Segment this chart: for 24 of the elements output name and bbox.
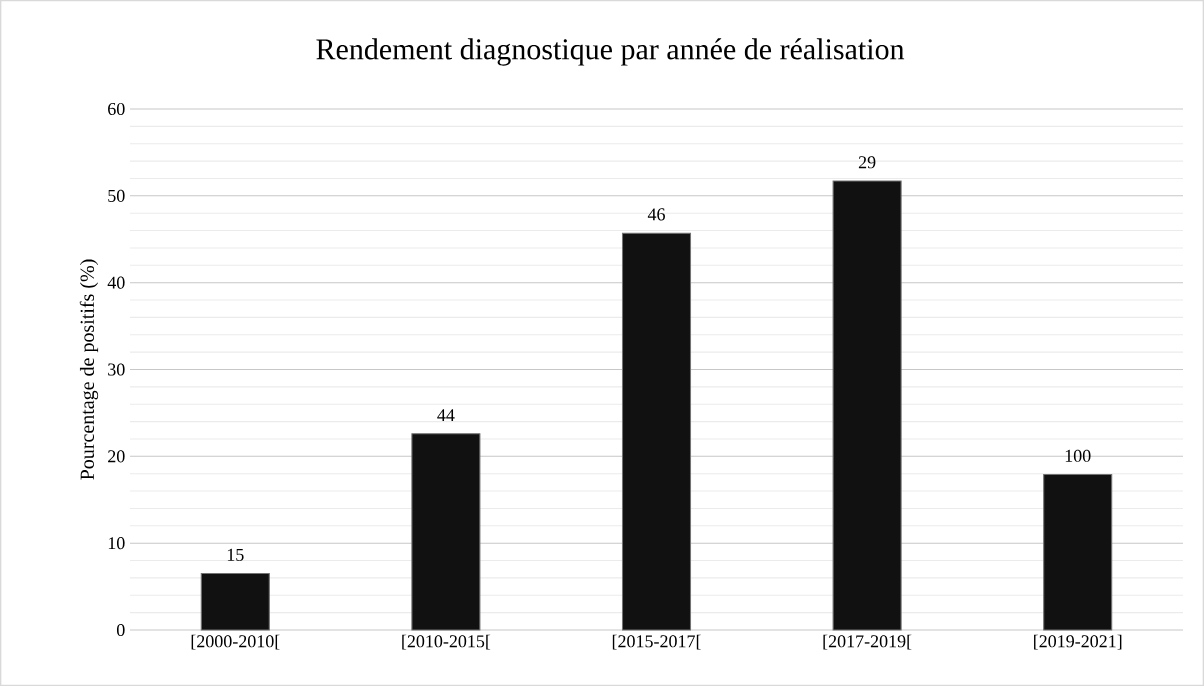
- x-tick-label: [2010-2015[: [402, 634, 491, 650]
- annotation: 46: [647, 208, 665, 221]
- y-tick-label: 10: [108, 537, 125, 550]
- bar: [832, 180, 902, 631]
- annotation: 15: [227, 548, 244, 561]
- y-tick-label: 0: [116, 623, 125, 637]
- y-tick-label: 20: [108, 450, 125, 463]
- annotation: 44: [437, 409, 455, 422]
- y-tick-label: 60: [108, 102, 125, 116]
- bar: [200, 573, 270, 631]
- annotation: 29: [858, 156, 876, 169]
- chart-title: Rendement diagnostique par année de réalisation: [316, 38, 905, 66]
- y-tick-label: 40: [107, 276, 125, 289]
- annotation: 100: [1065, 449, 1091, 462]
- bar: [411, 433, 481, 631]
- y-tick-label: 30: [108, 363, 125, 376]
- bar: [621, 232, 692, 631]
- x-tick-label: [2017-2019[: [823, 634, 912, 650]
- x-tick-label: [2015-2017[: [612, 634, 701, 650]
- x-tick-label: [2000-2010[: [191, 634, 280, 650]
- y-tick-label: 50: [108, 189, 125, 202]
- bar: [1043, 474, 1113, 631]
- y-axis-title: Pourcentage de positifs (%): [79, 259, 99, 480]
- x-tick-label: [2019-2021]: [1034, 634, 1122, 650]
